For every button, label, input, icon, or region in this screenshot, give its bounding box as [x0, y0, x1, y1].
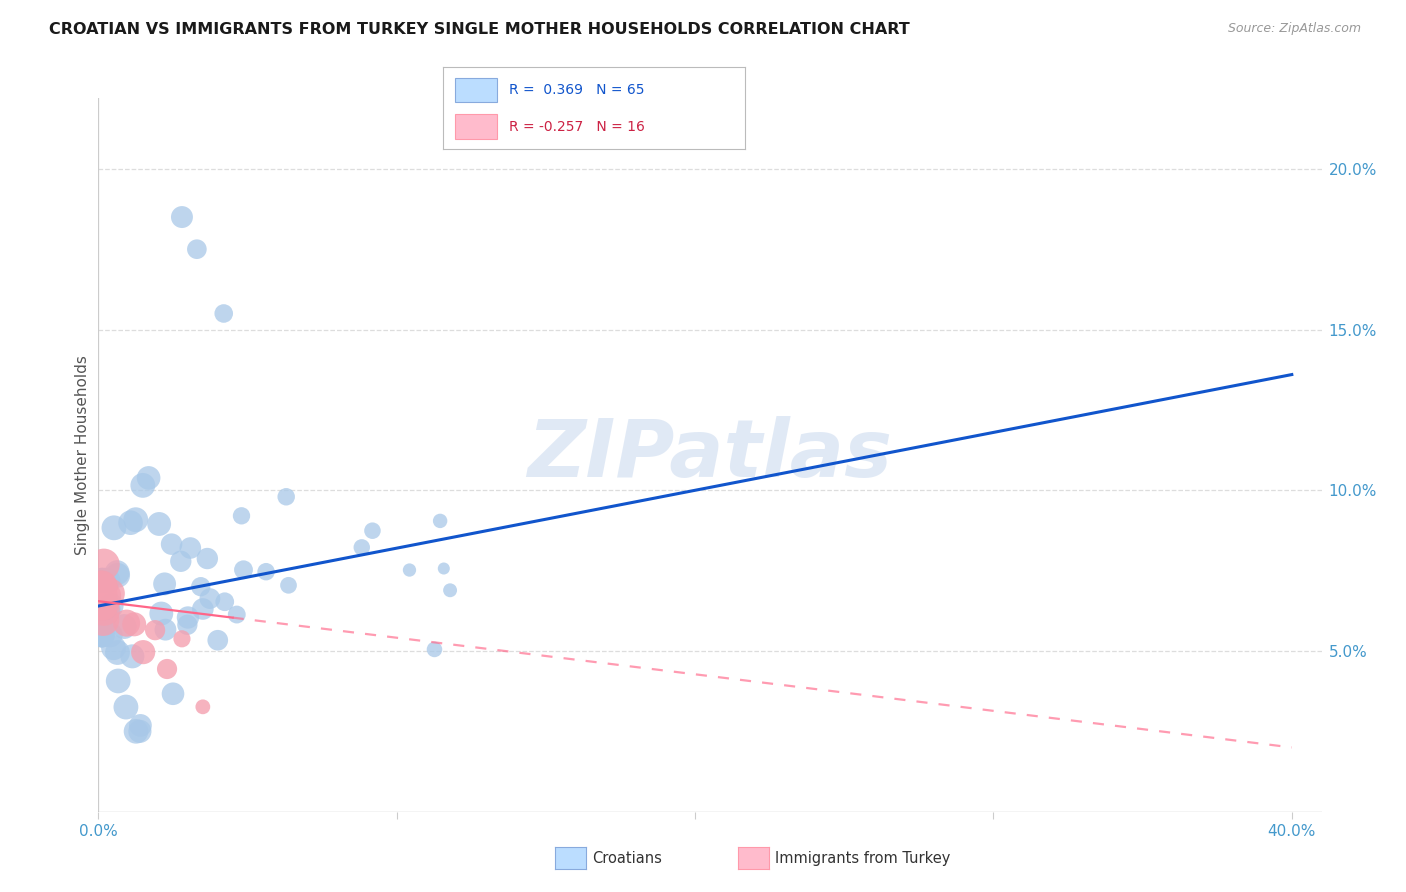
Point	[90, 628, 112, 642]
Point	[195, 551, 218, 566]
Point	[143, 623, 166, 637]
Point	[225, 607, 247, 622]
Point	[162, 687, 184, 701]
Point	[132, 478, 155, 492]
Point	[156, 662, 179, 676]
Point	[198, 591, 221, 606]
Point	[148, 516, 170, 531]
Point	[122, 617, 145, 632]
Point	[112, 619, 135, 633]
Point	[107, 646, 129, 660]
Point	[97, 574, 120, 588]
Point	[125, 513, 148, 527]
Point	[423, 642, 446, 657]
Point	[103, 640, 125, 655]
Point	[214, 595, 236, 609]
Point	[129, 724, 152, 739]
Point	[93, 558, 115, 572]
Text: Source: ZipAtlas.com: Source: ZipAtlas.com	[1227, 22, 1361, 36]
Point	[170, 210, 193, 224]
Text: Immigrants from Turkey: Immigrants from Turkey	[775, 851, 950, 865]
Point	[91, 618, 114, 632]
Point	[121, 649, 143, 664]
Point	[177, 610, 200, 624]
Point	[276, 490, 298, 504]
Point	[231, 508, 253, 523]
Point	[91, 613, 114, 627]
Point	[207, 633, 229, 648]
Point	[155, 623, 177, 637]
Point	[212, 306, 235, 320]
Point	[90, 574, 112, 588]
Text: R = -0.257   N = 16: R = -0.257 N = 16	[509, 120, 645, 134]
Point	[98, 628, 121, 642]
Point	[186, 242, 208, 256]
Point	[150, 607, 173, 621]
Point	[125, 724, 148, 739]
Point	[170, 632, 193, 646]
Point	[232, 563, 254, 577]
Y-axis label: Single Mother Households: Single Mother Households	[75, 355, 90, 555]
Point	[91, 628, 114, 642]
Point	[90, 628, 112, 642]
Point	[170, 554, 193, 568]
FancyBboxPatch shape	[456, 114, 498, 139]
Point	[90, 580, 112, 594]
Point	[350, 541, 373, 555]
Point	[94, 574, 117, 588]
Point	[153, 577, 176, 591]
Point	[107, 673, 129, 688]
Point	[132, 645, 155, 659]
Point	[98, 586, 121, 600]
Point	[398, 563, 420, 577]
Point	[361, 524, 384, 538]
Point	[277, 578, 299, 592]
Point	[254, 565, 277, 579]
Point	[90, 588, 112, 602]
Point	[97, 602, 120, 616]
Point	[94, 608, 117, 623]
Text: R =  0.369   N = 65: R = 0.369 N = 65	[509, 83, 645, 97]
Point	[176, 617, 198, 632]
Point	[91, 574, 114, 588]
Point	[94, 589, 117, 603]
Point	[439, 583, 461, 598]
Point	[129, 718, 152, 732]
Point	[190, 580, 212, 594]
Point	[433, 561, 456, 575]
Point	[160, 537, 183, 551]
Text: CROATIAN VS IMMIGRANTS FROM TURKEY SINGLE MOTHER HOUSEHOLDS CORRELATION CHART: CROATIAN VS IMMIGRANTS FROM TURKEY SINGL…	[49, 22, 910, 37]
Point	[138, 471, 160, 485]
Point	[179, 541, 201, 555]
Point	[191, 602, 214, 616]
Point	[90, 580, 112, 594]
Point	[107, 568, 129, 582]
Point	[94, 574, 117, 588]
Point	[91, 598, 114, 612]
Point	[91, 574, 114, 588]
Text: ZIPatlas: ZIPatlas	[527, 416, 893, 494]
FancyBboxPatch shape	[456, 78, 498, 103]
Point	[115, 616, 138, 631]
Point	[103, 521, 125, 535]
Point	[100, 599, 122, 613]
Point	[90, 574, 112, 588]
Point	[191, 699, 214, 714]
Point	[429, 514, 451, 528]
Point	[93, 574, 115, 588]
Text: Croatians: Croatians	[592, 851, 662, 865]
Point	[105, 566, 128, 580]
Point	[91, 628, 114, 642]
Point	[115, 700, 138, 714]
Point	[120, 516, 142, 530]
Point	[93, 603, 115, 617]
